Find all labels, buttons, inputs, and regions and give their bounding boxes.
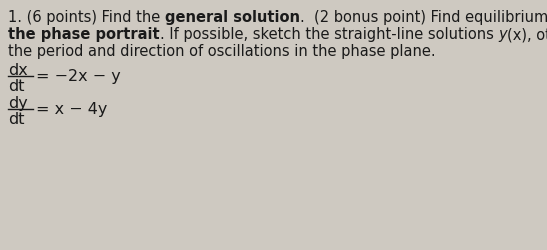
Text: the phase portrait: the phase portrait xyxy=(8,27,160,42)
Text: = x − 4y: = x − 4y xyxy=(36,102,107,117)
Text: . If possible, sketch the straight-line solutions: . If possible, sketch the straight-line … xyxy=(160,27,498,42)
Text: y: y xyxy=(498,27,507,42)
Text: = −2x − y: = −2x − y xyxy=(36,69,121,84)
Text: .  (2 bonus point) Find equilibrium states and sketch: . (2 bonus point) Find equilibrium state… xyxy=(300,10,547,25)
Text: 1. (6 points) Find the: 1. (6 points) Find the xyxy=(8,10,165,25)
Text: general solution: general solution xyxy=(165,10,300,25)
Text: dy: dy xyxy=(8,96,28,110)
Text: dt: dt xyxy=(8,79,25,94)
Text: (x), otherwise determine: (x), otherwise determine xyxy=(507,27,547,42)
Text: the period and direction of oscillations in the phase plane.: the period and direction of oscillations… xyxy=(8,44,435,59)
Text: dt: dt xyxy=(8,112,25,126)
Text: dx: dx xyxy=(8,63,28,78)
